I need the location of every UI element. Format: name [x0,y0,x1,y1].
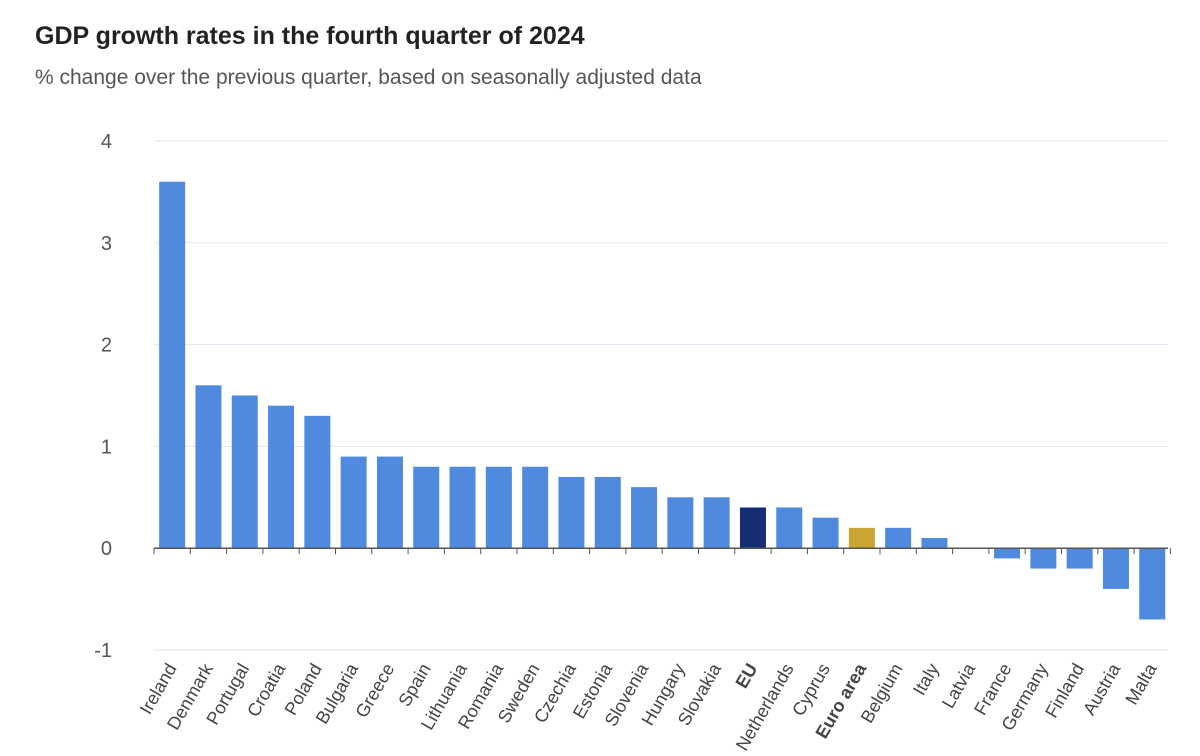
bar-spain [413,466,440,549]
bar-netherlands [776,507,803,549]
y-tick-label: 4 [101,131,112,153]
x-tick-label: Italy [909,660,943,699]
x-tick-label: EU [732,660,762,692]
bar-ireland [159,181,186,549]
x-tick-label: Malta [1121,659,1161,708]
y-tick-label: 0 [101,538,112,560]
chart-title: GDP growth rates in the fourth quarter o… [35,22,585,50]
bar-bulgaria [340,456,367,549]
bar-romania [485,466,512,549]
y-tick-label: -1 [94,640,112,662]
bar-denmark [195,385,222,549]
bar-cyprus [812,517,839,549]
bar-euro-area [848,527,875,549]
bar-belgium [885,527,912,549]
bar-austria [1102,548,1129,589]
bar-poland [304,415,331,549]
bar-czechia [558,476,585,549]
chart-subtitle: % change over the previous quarter, base… [35,66,702,89]
bar-estonia [594,476,621,549]
bar-lithuania [449,466,476,549]
x-tick-label: Austria [1079,659,1125,718]
bar-france [994,548,1021,559]
bar-portugal [231,395,258,549]
x-axis [153,547,1171,555]
bar-croatia [268,405,295,549]
bar-malta [1139,548,1166,620]
bar-greece [376,456,403,549]
y-tick-label: 3 [101,233,112,255]
bar-slovenia [631,487,658,549]
bar-italy [921,538,948,549]
bar-germany [1030,548,1057,569]
bar-sweden [522,466,549,549]
bars [159,181,1166,620]
grid-lines [154,140,1168,651]
bar-eu [739,507,766,549]
y-tick-label: 1 [101,436,112,458]
bar-finland [1066,548,1093,569]
y-axis-tick-labels: 4 3 2 1 0 -1 [94,131,112,662]
y-tick-label: 2 [101,335,112,357]
x-axis-tick-labels: IrelandDenmarkPortugalCroatiaPolandBulga… [136,659,1161,754]
bar-slovakia [703,497,730,549]
bar-hungary [667,497,694,549]
